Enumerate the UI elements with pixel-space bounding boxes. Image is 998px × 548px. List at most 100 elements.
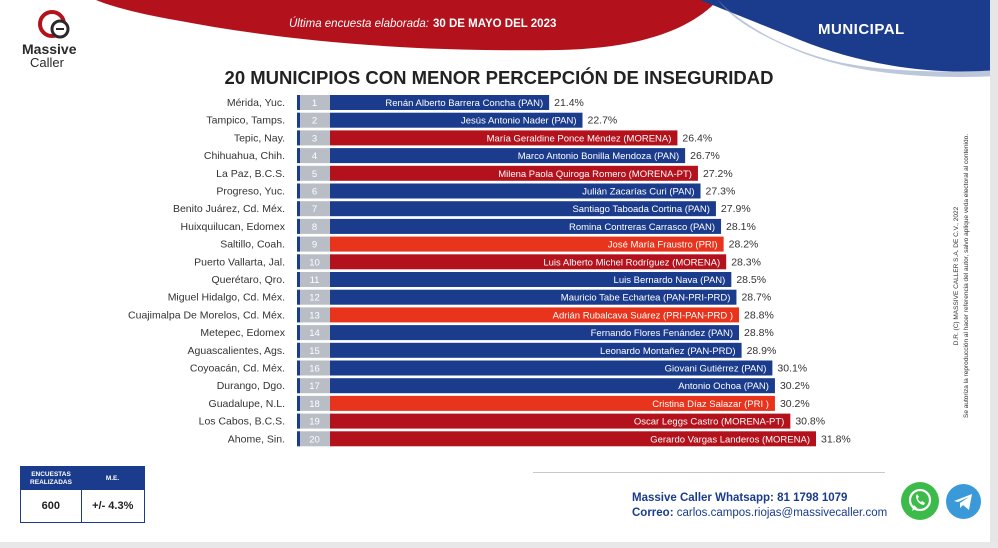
municipality-label: Puerto Vallarta, Jal.	[194, 256, 285, 268]
municipality-label: La Paz, B.C.S.	[216, 168, 285, 180]
survey-date: Última encuesta elaborada: 30 DE MAYO DEL…	[289, 18, 556, 30]
rank-label: 4	[312, 151, 317, 162]
rank-label: 13	[309, 310, 320, 321]
mayor-label: Milena Paola Quiroga Romero (MORENA-PT)	[498, 169, 692, 180]
rank-label: 5	[312, 169, 317, 180]
mayor-label: Gerardo Vargas Landeros (MORENA)	[650, 434, 810, 445]
contact-divider	[533, 472, 885, 473]
mayor-label: Fernando Flores Fenández (PAN)	[591, 328, 733, 339]
value-label: 30.2%	[780, 398, 810, 410]
municipality-label: Miguel Hidalgo, Cd. Méx.	[168, 292, 285, 304]
rank-accent	[297, 95, 300, 110]
rank-accent	[297, 307, 300, 323]
rank-label: 15	[309, 346, 320, 357]
bar	[330, 325, 740, 341]
value-label: 31.8%	[821, 433, 851, 445]
rank-accent	[297, 289, 300, 305]
rank-box	[297, 183, 330, 199]
municipality-label: Chihuahua, Chih.	[204, 150, 285, 162]
rank-box	[297, 325, 330, 341]
rank-accent	[297, 112, 300, 128]
bar	[330, 254, 727, 270]
municipality-label: Mérida, Yuc.	[227, 97, 285, 109]
mayor-label: Adrián Rubalcava Suárez (PRI-PAN-PRD )	[553, 310, 733, 321]
rank-label: 10	[309, 257, 320, 268]
rank-box	[297, 413, 330, 429]
value-label: 30.2%	[780, 380, 810, 392]
value-label: 22.7%	[587, 115, 617, 127]
rank-box	[297, 95, 330, 110]
rank-accent	[297, 342, 300, 358]
rank-label: 7	[312, 204, 317, 215]
margin-error-value: +/- 4.3%	[92, 500, 134, 512]
telegram-icon[interactable]	[946, 484, 981, 519]
rank-box	[297, 342, 330, 358]
value-label: 28.9%	[747, 345, 777, 357]
email-label: Correo:	[632, 507, 674, 519]
value-label: 28.3%	[731, 256, 761, 268]
rank-box	[297, 148, 330, 164]
survey-date-label: Última encuesta elaborada:	[289, 18, 429, 30]
bar	[330, 342, 742, 358]
rank-label: 3	[312, 133, 317, 144]
rank-label: 20	[309, 434, 320, 445]
rank-label: 16	[309, 364, 320, 375]
mayor-label: Leonardo Montañez (PAN-PRD)	[600, 346, 736, 357]
bar	[330, 378, 775, 394]
municipality-label: Los Cabos, B.C.S.	[199, 416, 285, 428]
rank-accent	[297, 431, 300, 447]
mayor-label: Romina Contreras Carrasco (PAN)	[569, 222, 715, 233]
rank-label: 2	[312, 116, 317, 127]
email-address[interactable]: carlos.campos.riojas@massivecaller.com	[676, 507, 888, 519]
whatsapp-number[interactable]: 81 1798 1079	[777, 492, 848, 504]
rank-accent	[297, 413, 300, 429]
rank-box	[297, 431, 330, 447]
bar	[330, 413, 791, 429]
mayor-label: Luis Bernardo Nava (PAN)	[614, 275, 726, 286]
bar	[330, 148, 686, 164]
rank-label: 9	[312, 240, 317, 251]
value-label: 28.1%	[726, 221, 756, 233]
bar	[330, 183, 701, 199]
bar	[330, 218, 722, 234]
header-red-band	[96, 0, 718, 51]
rank-box	[297, 236, 330, 252]
rank-box	[297, 165, 330, 181]
copyright-line: D.R. (C) MASSIVE CALLER S.A. DE C.V., 20…	[953, 206, 960, 346]
municipality-label: Metepec, Edomex	[200, 327, 285, 339]
municipality-label: Durango, Dgo.	[217, 380, 285, 392]
municipality-label: Coyoacán, Cd. Méx.	[190, 363, 285, 375]
rank-accent	[297, 165, 300, 181]
value-label: 30.1%	[777, 363, 807, 375]
rank-accent	[297, 378, 300, 394]
rank-accent	[297, 201, 300, 217]
bar	[330, 95, 550, 110]
whatsapp-label: Massive Caller Whatsapp:	[632, 492, 774, 504]
mayor-label: Jesús Antonio Nader (PAN)	[461, 116, 576, 127]
rank-label: 19	[309, 417, 320, 428]
whatsapp-contact: Massive Caller Whatsapp: 81 1798 1079	[632, 492, 847, 504]
mayor-label: Cristina Díaz Salazar (PRI )	[652, 399, 769, 410]
value-label: 26.7%	[690, 150, 720, 162]
bar	[330, 395, 775, 411]
municipality-label: Ahome, Sin.	[228, 433, 285, 445]
rank-box	[297, 360, 330, 376]
chart-title: 20 MUNICIPIOS CON MENOR PERCEPCIÓN DE IN…	[224, 67, 774, 88]
brand-name-line2: Caller	[30, 55, 64, 70]
municipality-label: Saltillo, Coah.	[220, 239, 285, 251]
rank-box	[297, 112, 330, 128]
mayor-label: Antonio Ochoa (PAN)	[678, 381, 769, 392]
brand-name-line1: Massive	[22, 41, 77, 57]
value-label: 28.7%	[741, 292, 771, 304]
reproduction-line: Se autoriza la reproducción al hacer ref…	[963, 134, 970, 419]
value-label: 27.2%	[703, 168, 733, 180]
surveys-value: 600	[21, 490, 82, 522]
bar	[330, 272, 732, 287]
scope-label: MUNICIPAL	[818, 21, 905, 38]
rank-accent	[297, 183, 300, 199]
rank-accent	[297, 325, 300, 341]
whatsapp-icon[interactable]	[901, 482, 939, 520]
survey-date-value: 30 DE MAYO DEL 2023	[433, 18, 557, 30]
municipality-label: Aguascalientes, Ags.	[188, 345, 285, 357]
municipality-label: Guadalupe, N.L.	[209, 398, 285, 410]
